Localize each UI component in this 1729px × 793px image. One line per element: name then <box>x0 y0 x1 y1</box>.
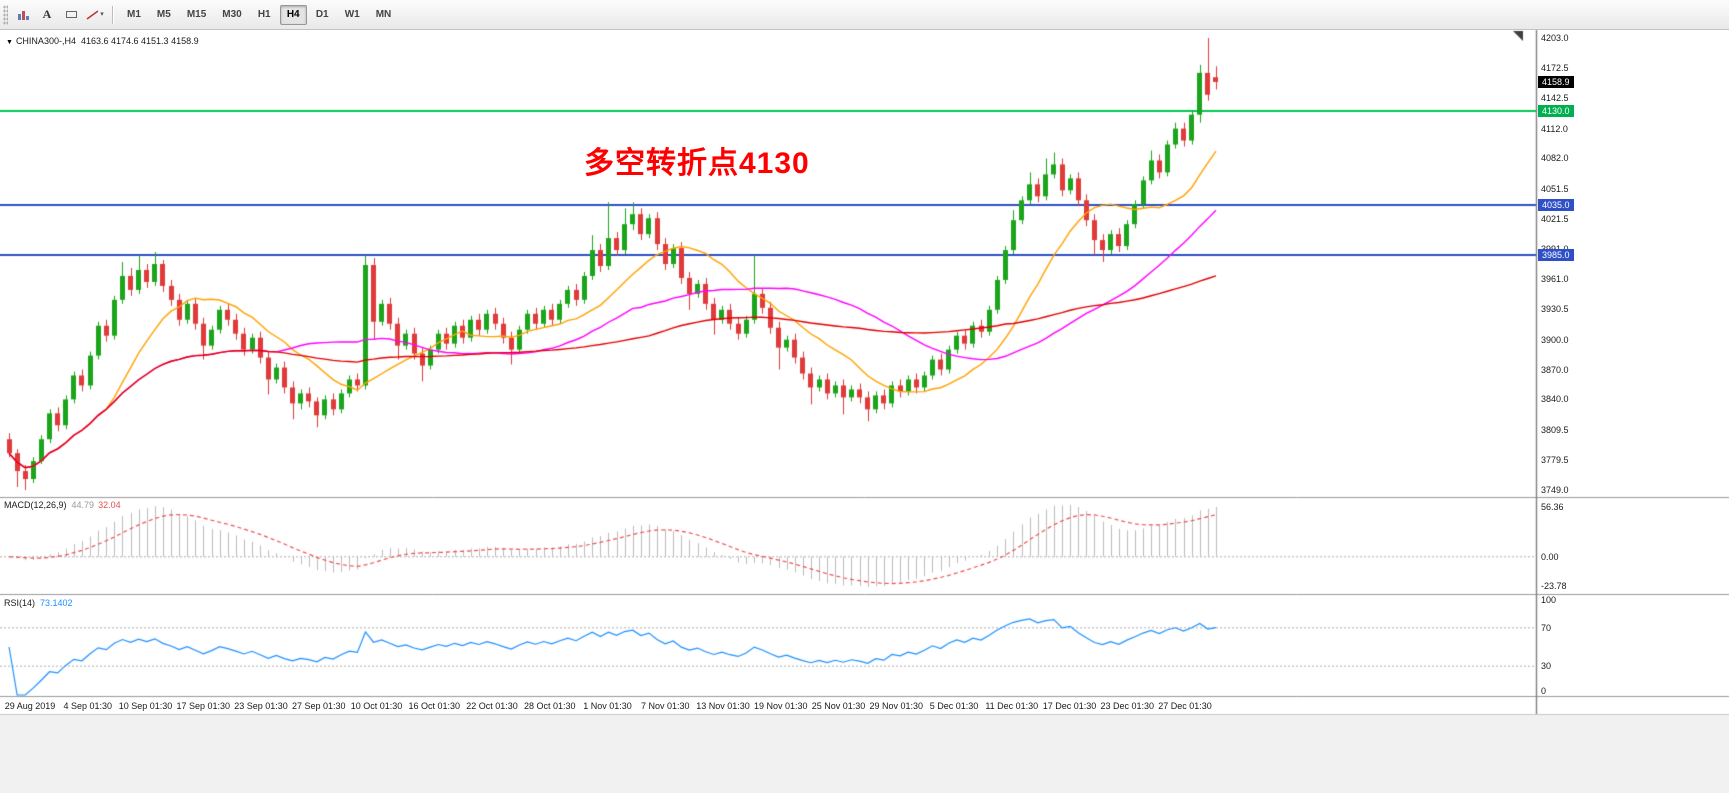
chart-annotation-text[interactable]: 多空转折点4130 <box>584 147 810 180</box>
macd-axis-label: 56.36 <box>1541 502 1564 512</box>
price-tag: 4035.0 <box>1538 199 1574 212</box>
price-tick: 3749.0 <box>1541 485 1569 495</box>
time-label: 27 Sep 01:30 <box>291 701 346 711</box>
timeframe-button-M5[interactable]: M5 <box>150 5 178 25</box>
time-label: 27 Dec 01:30 <box>1158 701 1212 711</box>
time-label: 16 Oct 01:30 <box>408 701 461 711</box>
rsi-axis-label: 70 <box>1541 622 1552 633</box>
time-label: 23 Sep 01:30 <box>234 701 288 711</box>
time-label: 1 Nov 01:30 <box>583 701 632 711</box>
price-tick: 4112.0 <box>1541 123 1568 134</box>
time-label: 10 Sep 01:30 <box>118 701 173 711</box>
price-tick: 4051.5 <box>1541 183 1569 194</box>
draw-tools-button[interactable]: ▾ <box>83 4 107 26</box>
macd-signal-value: 32.04 <box>98 500 121 510</box>
price-tag: 3985.0 <box>1538 249 1574 262</box>
price-tag: 4130.0 <box>1538 104 1574 117</box>
time-label: 23 Dec 01:30 <box>1100 701 1155 711</box>
timeframe-button-D1[interactable]: D1 <box>309 5 336 25</box>
shapes-button[interactable] <box>59 4 83 26</box>
timeframe-button-MN[interactable]: MN <box>369 5 399 25</box>
symbol-ohlc-label: ▼ CHINA300-,H4 4163.6 4174.6 4151.3 4158.… <box>6 36 199 46</box>
price-tick: 3961.0 <box>1541 273 1569 284</box>
price-tick: 4082.0 <box>1541 153 1569 164</box>
timeframe-button-M1[interactable]: M1 <box>120 5 148 25</box>
time-label: 28 Oct 01:30 <box>523 701 576 711</box>
rsi-indicator-label: RSI(14) 73.1402 <box>4 598 73 608</box>
text-label-icon: A <box>42 7 52 21</box>
time-label: 29 Aug 2019 <box>4 701 56 711</box>
trendline-icon <box>86 9 99 20</box>
price-tick: 4172.5 <box>1541 63 1569 74</box>
price-tick: 4142.5 <box>1541 93 1569 104</box>
time-label: 29 Nov 01:30 <box>869 701 924 711</box>
rsi-axis-label: 30 <box>1541 661 1552 672</box>
time-label: 25 Nov 01:30 <box>811 701 866 711</box>
price-tick: 3900.0 <box>1541 334 1569 345</box>
time-label: 19 Nov 01:30 <box>753 701 808 711</box>
price-tag: 4158.9 <box>1538 75 1574 88</box>
time-label: 4 Sep 01:30 <box>63 701 113 711</box>
price-tick: 3930.5 <box>1541 304 1569 315</box>
macd-main-value: 44.79 <box>71 500 95 510</box>
toolbar-separator <box>112 5 114 24</box>
time-label: 5 Dec 01:30 <box>929 701 979 711</box>
time-label: 7 Nov 01:30 <box>640 701 690 711</box>
timeframe-button-W1[interactable]: W1 <box>338 5 367 25</box>
rsi-value: 73.1402 <box>40 598 73 608</box>
bar-chart-icon <box>17 10 29 20</box>
macd-name: MACD(12,26,9) <box>4 500 67 510</box>
macd-axis-label: -23.78 <box>1541 581 1567 591</box>
timeframe-button-H4[interactable]: H4 <box>279 4 307 25</box>
price-tick: 3779.5 <box>1541 454 1569 465</box>
time-label: 10 Oct 01:30 <box>350 701 403 711</box>
shapes-icon <box>65 11 77 18</box>
toolbar: A ▾ M1 M5 M15 M30 H1 H4 D1 W1 MN <box>0 0 1729 30</box>
time-label: 11 Dec 01:30 <box>985 701 1039 711</box>
price-tick: 4021.5 <box>1541 213 1569 224</box>
symbol-name: CHINA300-,H4 <box>15 36 76 46</box>
text-label-button[interactable]: A <box>35 4 59 26</box>
time-label: 13 Nov 01:30 <box>696 701 750 711</box>
timeframe-button-M15[interactable]: M15 <box>180 5 213 25</box>
time-label: 17 Sep 01:30 <box>176 701 231 711</box>
price-tick: 3809.5 <box>1541 424 1569 435</box>
macd-indicator-label: MACD(12,26,9) 44.79 32.04 <box>4 500 121 510</box>
ohlc-values: 4163.6 4174.6 4151.3 4158.9 <box>80 36 199 46</box>
rsi-name: RSI(14) <box>4 598 36 608</box>
chart-windows-button[interactable] <box>11 4 35 26</box>
price-tick: 3840.0 <box>1541 394 1569 405</box>
rsi-axis-label: 0 <box>1541 686 1547 696</box>
price-tick: 3870.0 <box>1541 364 1569 375</box>
time-label: 17 Dec 01:30 <box>1042 701 1097 711</box>
timeframe-button-H1[interactable]: H1 <box>251 5 278 25</box>
price-tick: 4203.0 <box>1541 33 1569 43</box>
chevron-down-icon: ▾ <box>100 11 104 18</box>
rsi-axis-label: 100 <box>1541 595 1557 605</box>
timeframe-group: M1 M5 M15 M30 H1 H4 D1 W1 MN <box>119 4 399 25</box>
toolbar-grip[interactable] <box>3 4 8 25</box>
timeframe-button-M30[interactable]: M30 <box>215 5 248 25</box>
macd-axis-label: 0.00 <box>1541 551 1559 562</box>
window-menu-icon: ▼ <box>6 39 13 46</box>
time-label: 22 Oct 01:30 <box>466 701 518 711</box>
